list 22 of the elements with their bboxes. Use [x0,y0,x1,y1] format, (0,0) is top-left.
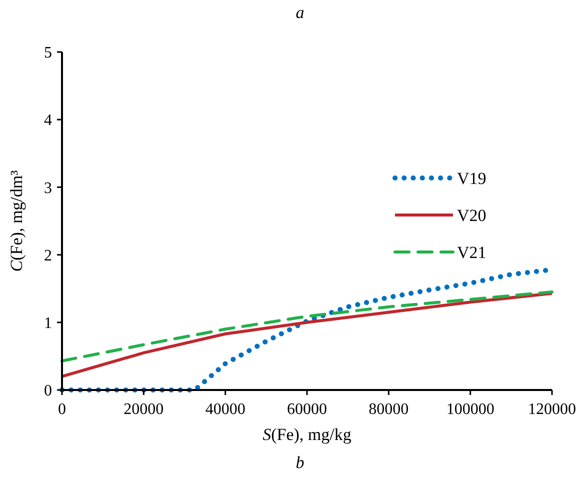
x-tick-label: 80000 [368,401,409,418]
legend-label: V21 [457,242,486,262]
x-tick-label: 100000 [446,401,494,418]
legend-label: V20 [457,206,486,225]
line-series [60,292,554,378]
y-tick-label: 1 [44,315,52,332]
x-tick-label: 60000 [287,401,327,418]
chart-title: a [296,3,304,22]
y-tick-label: 3 [44,180,52,197]
y-axis-title: C(Fe), mg/dm³ [7,170,26,272]
legend-label: V19 [457,168,486,188]
x-tick-label: 20000 [124,401,164,418]
y-tick-label: 2 [44,247,52,264]
x-tick-label: 40000 [205,401,246,418]
text: b [296,453,304,472]
y-tick-label: 0 [44,382,52,400]
x-axis-title: S(Fe), mg/kg [262,425,352,444]
x-tick-label: 120000 [528,401,576,418]
y-tick-label: 5 [44,44,52,62]
y-tick-label: 4 [44,112,52,130]
x-tick-label: 0 [58,401,66,418]
line-series [60,290,554,362]
